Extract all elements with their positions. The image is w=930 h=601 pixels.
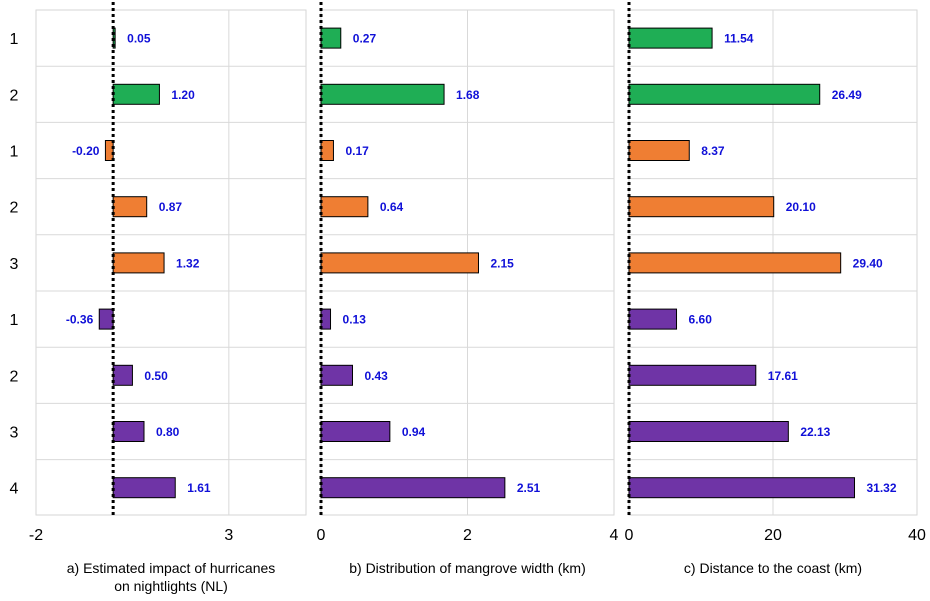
data-label: 0.64 xyxy=(380,200,404,214)
bar xyxy=(628,364,757,386)
category-label: 1 xyxy=(10,312,19,329)
panel-caption: c) Distance to the coast (km) xyxy=(684,560,862,576)
x-tick-label: 0 xyxy=(317,527,326,544)
bar xyxy=(112,421,145,442)
data-label: 6.60 xyxy=(689,313,713,327)
data-label: 2.51 xyxy=(517,481,541,495)
data-label: 1.32 xyxy=(176,256,200,270)
bar xyxy=(628,252,842,274)
bar xyxy=(628,83,821,105)
bar xyxy=(104,140,114,161)
panel-caption: b) Distribution of mangrove width (km) xyxy=(349,560,586,576)
bar xyxy=(320,27,342,49)
category-label: 3 xyxy=(10,425,19,442)
data-label: 0.80 xyxy=(156,425,180,439)
x-tick-label: 4 xyxy=(610,527,619,544)
bar xyxy=(628,27,713,49)
data-label: 0.05 xyxy=(127,32,151,46)
panel-b: 0.27 1.68 0.17 0.64 2.15 0.13 0.43 0.94 2.51 0 2 4 b… xyxy=(317,2,619,576)
category-label: 1 xyxy=(10,144,19,161)
bar xyxy=(320,364,353,386)
data-label: 1.68 xyxy=(456,88,480,102)
bar xyxy=(320,252,479,274)
x-tick-label: 3 xyxy=(224,527,233,544)
category-label: 2 xyxy=(10,200,19,217)
panel-a: 0.05 1.20 -0.20 0.87 1.32 -0.36 0.50 0.80 1.61 -2… xyxy=(29,2,307,594)
x-tick-label: 20 xyxy=(764,527,782,544)
bar xyxy=(112,83,160,105)
bar xyxy=(112,364,133,386)
data-label: 8.37 xyxy=(701,144,725,158)
data-label: 20.10 xyxy=(786,200,816,214)
bar xyxy=(320,477,506,499)
data-label: 26.49 xyxy=(832,88,862,102)
data-label: 0.87 xyxy=(159,200,183,214)
data-label: 29.40 xyxy=(853,256,883,270)
data-label: 0.27 xyxy=(353,32,377,46)
bar xyxy=(628,308,678,330)
bar xyxy=(98,308,114,330)
bar xyxy=(112,196,148,218)
data-label: 0.13 xyxy=(343,313,367,327)
x-tick-label: 0 xyxy=(625,527,634,544)
data-label: -0.36 xyxy=(66,313,94,327)
data-label: 1.61 xyxy=(187,481,211,495)
bar xyxy=(320,421,391,442)
bar xyxy=(320,308,332,330)
category-label: 2 xyxy=(10,368,19,385)
bar xyxy=(628,196,775,218)
data-label: 0.43 xyxy=(364,369,388,383)
category-label: 2 xyxy=(10,87,19,104)
panel-c: 11.54 26.49 8.37 20.10 29.40 6.60 17.61 22.13 31… xyxy=(625,2,926,576)
data-label: 11.54 xyxy=(724,32,754,46)
bar xyxy=(628,421,789,442)
bar xyxy=(628,140,690,161)
panel-caption: a) Estimated impact of hurricanes xyxy=(67,560,276,576)
bar xyxy=(112,477,176,499)
data-label: 31.32 xyxy=(867,481,897,495)
panel-border xyxy=(35,9,307,516)
data-label: -0.20 xyxy=(72,144,100,158)
bar xyxy=(112,252,165,274)
x-tick-label: 2 xyxy=(463,527,472,544)
x-tick-label: -2 xyxy=(29,527,43,544)
category-label: 1 xyxy=(10,31,19,48)
bar xyxy=(320,196,369,218)
data-label: 0.17 xyxy=(345,144,369,158)
data-label: 1.20 xyxy=(171,88,195,102)
bar xyxy=(628,477,856,499)
data-label: 17.61 xyxy=(768,369,798,383)
data-label: 22.13 xyxy=(800,425,830,439)
data-label: 0.50 xyxy=(144,369,168,383)
x-tick-label: 40 xyxy=(908,527,926,544)
data-label: 2.15 xyxy=(490,256,514,270)
bar xyxy=(320,83,445,105)
data-label: 0.94 xyxy=(402,425,426,439)
bar xyxy=(320,140,334,161)
panel-caption: on nightlights (NL) xyxy=(114,578,228,594)
category-label: 3 xyxy=(10,256,19,273)
category-label: 4 xyxy=(10,481,19,498)
